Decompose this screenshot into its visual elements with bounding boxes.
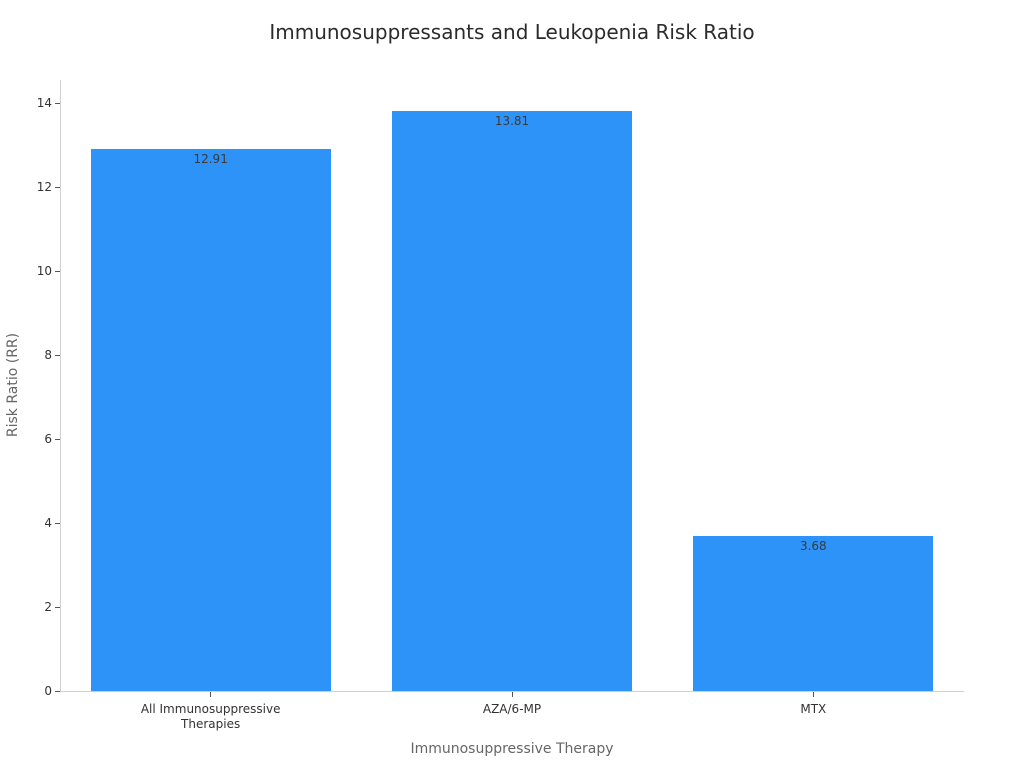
y-tick-label: 12 — [36, 180, 52, 194]
x-axis-line — [60, 691, 964, 692]
y-tick-label: 4 — [44, 516, 52, 530]
x-tick-mark — [511, 692, 513, 697]
y-tick-mark — [55, 355, 60, 356]
y-tick: 12 — [0, 180, 60, 194]
x-tick-label: All Immunosuppressive Therapies — [91, 702, 331, 732]
y-tick-mark — [55, 691, 60, 692]
chart-title: Immunosuppressants and Leukopenia Risk R… — [269, 20, 755, 44]
y-tick-label: 8 — [44, 348, 52, 362]
y-tick-label: 0 — [44, 684, 52, 698]
bar: 13.81 — [392, 110, 632, 691]
x-axis-label: Immunosuppressive Therapy — [410, 741, 614, 757]
y-tick-label: 10 — [36, 264, 52, 278]
y-tick-mark — [55, 607, 60, 608]
y-tick: 8 — [0, 348, 60, 362]
x-tick: AZA/6-MP — [392, 692, 632, 717]
x-tick-mark — [210, 692, 212, 697]
y-tick: 14 — [0, 96, 60, 110]
bar-value-label: 3.68 — [799, 539, 827, 554]
bar-value-label: 13.81 — [494, 113, 530, 128]
y-tick: 4 — [0, 516, 60, 530]
bar: 3.68 — [693, 536, 934, 691]
y-axis-line — [60, 80, 61, 692]
bar-value-label: 12.91 — [193, 151, 228, 166]
y-tick-label: 14 — [36, 96, 52, 110]
y-tick: 2 — [0, 600, 60, 614]
y-tick: 10 — [0, 264, 60, 278]
y-tick-mark — [55, 439, 60, 440]
y-tick: 6 — [0, 432, 60, 446]
x-tick-label: MTX — [693, 702, 933, 717]
y-tick: 0 — [0, 684, 60, 698]
y-tick-mark — [55, 187, 60, 188]
x-tick-label-line: Therapies — [181, 717, 241, 731]
x-tick-label-line: MTX — [800, 702, 827, 716]
y-tick-mark — [55, 271, 60, 272]
x-tick-mark — [812, 692, 814, 697]
y-tick-label: 2 — [44, 600, 52, 614]
y-tick-mark — [55, 523, 60, 524]
y-tick-mark — [55, 103, 60, 104]
x-tick-label-line: All Immunosuppressive — [140, 702, 281, 716]
x-tick-label-line: AZA/6-MP — [482, 702, 542, 716]
bar: 12.91 — [90, 148, 331, 691]
x-tick: All Immunosuppressive Therapies — [91, 692, 331, 732]
x-tick: MTX — [693, 692, 933, 717]
x-tick-label: AZA/6-MP — [392, 702, 632, 717]
y-tick-label: 6 — [44, 432, 52, 446]
